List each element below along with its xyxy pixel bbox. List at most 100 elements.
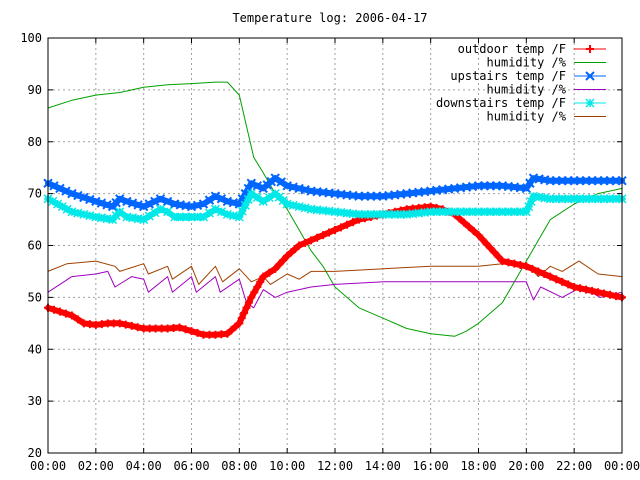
data-point: [464, 222, 473, 231]
data-point: [444, 207, 454, 217]
data-point: [198, 199, 209, 209]
data-point: [193, 328, 202, 337]
data-point: [102, 200, 112, 210]
x-tick-label: 20:00: [508, 459, 544, 473]
data-point: [192, 212, 203, 222]
data-point: [170, 212, 180, 222]
legend-item: upstairs temp /F: [450, 69, 606, 83]
data-point: [558, 277, 567, 286]
legend-label: humidity /%: [487, 56, 567, 70]
data-point: [187, 327, 196, 336]
data-point: [102, 214, 112, 224]
y-tick-label: 70: [28, 187, 42, 201]
data-point: [490, 248, 499, 257]
data-point: [150, 196, 160, 207]
data-point: [479, 207, 490, 217]
data-point: [252, 181, 262, 191]
data-point: [594, 288, 603, 297]
data-point: [222, 209, 232, 219]
data-point: [53, 199, 63, 209]
data-point: [252, 192, 262, 203]
y-tick-label: 50: [28, 290, 42, 304]
data-point: [127, 198, 138, 208]
data-point: [467, 207, 478, 217]
data-point: [256, 277, 265, 286]
data-point: [521, 183, 532, 194]
data-point: [313, 233, 322, 242]
legend-label: upstairs temp /F: [450, 69, 566, 83]
data-point: [67, 311, 76, 320]
data-point: [515, 207, 525, 217]
data-point: [522, 262, 531, 271]
data-point: [552, 275, 561, 284]
data-point: [491, 207, 501, 217]
data-point: [57, 202, 67, 212]
data-point: [115, 194, 125, 204]
legend-item: humidity /%: [487, 56, 606, 70]
data-point: [390, 209, 400, 219]
data-point: [510, 259, 519, 268]
data-point: [175, 323, 184, 332]
data-point: [372, 209, 382, 219]
data-point: [247, 293, 256, 302]
chart-title: Temperature log: 2006-04-17: [232, 11, 427, 25]
data-point: [282, 199, 292, 209]
data-point: [122, 212, 132, 222]
data-point: [237, 314, 246, 323]
legend-item: outdoor temp /F: [458, 42, 606, 56]
data-point: [606, 290, 615, 299]
data-point: [237, 206, 247, 216]
data-point: [91, 196, 101, 207]
data-point: [67, 207, 77, 217]
data-point: [312, 205, 322, 215]
data-point: [396, 209, 406, 219]
y-tick-label: 20: [28, 446, 42, 460]
data-point: [240, 308, 249, 317]
data-point: [324, 206, 334, 216]
data-point: [48, 196, 58, 206]
data-point: [181, 325, 190, 334]
data-point: [354, 209, 364, 219]
x-tick-label: 02:00: [78, 459, 114, 473]
data-point: [485, 207, 495, 217]
data-point: [325, 228, 334, 237]
data-point: [301, 238, 310, 247]
data-point: [534, 192, 544, 202]
data-point: [460, 218, 469, 227]
x-tick-label: 00:00: [604, 459, 640, 473]
data-point: [288, 200, 298, 210]
data-point: [276, 177, 286, 187]
data-point: [91, 212, 101, 222]
data-point: [138, 201, 149, 212]
data-point: [551, 194, 561, 204]
data-point: [366, 209, 376, 219]
data-point: [216, 207, 226, 217]
data-point: [198, 212, 208, 222]
series-5: [47, 260, 623, 285]
series-4: [43, 189, 627, 225]
data-point: [576, 284, 585, 293]
data-point: [586, 45, 594, 53]
data-point: [450, 207, 460, 217]
data-point: [503, 207, 513, 217]
data-point: [473, 207, 484, 217]
y-tick-label: 60: [28, 239, 42, 253]
data-point: [133, 323, 142, 332]
data-point: [306, 204, 316, 214]
x-tick-label: 14:00: [365, 459, 401, 473]
data-point: [521, 207, 531, 217]
data-point: [240, 200, 250, 210]
data-point: [540, 270, 549, 279]
data-point: [402, 209, 412, 219]
x-tick-label: 10:00: [269, 459, 305, 473]
data-point: [570, 283, 579, 291]
data-point: [414, 208, 424, 218]
data-point: [271, 264, 280, 273]
legend-item: humidity /%: [487, 83, 606, 97]
data-point: [275, 260, 284, 269]
data-point: [307, 236, 316, 245]
data-point: [545, 194, 555, 204]
data-point: [582, 285, 591, 294]
data-point: [246, 178, 256, 188]
